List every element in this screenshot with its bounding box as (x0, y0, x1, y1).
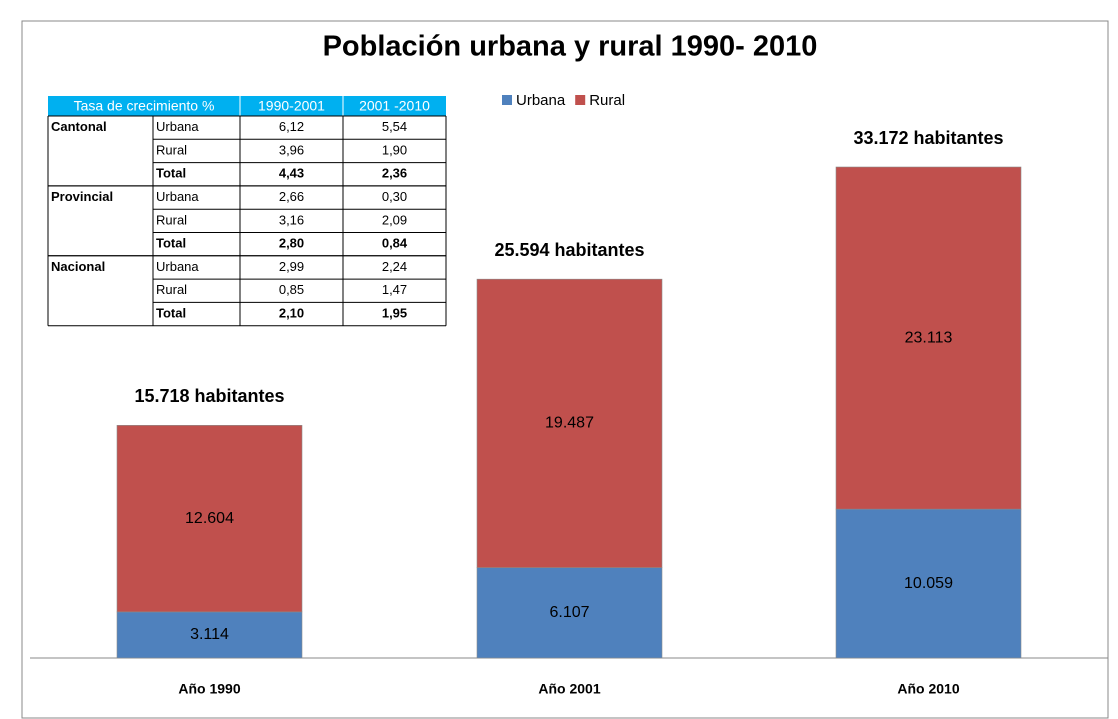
table-header: 2001 -2010 (359, 98, 430, 114)
table-cell: 5,54 (382, 119, 407, 134)
bar-segment (835, 166, 1022, 510)
bar-segment (116, 425, 303, 613)
x-tick-label: Año 2001 (538, 681, 600, 697)
table-row-label: Rural (156, 282, 187, 297)
table-header: Tasa de crecimiento % (74, 98, 215, 114)
bar-segment (116, 611, 303, 659)
table-cell: 2,24 (382, 259, 407, 274)
table-row-label: Urbana (156, 189, 199, 204)
table-cell: 2,66 (279, 189, 304, 204)
table-group: Provincial (51, 189, 113, 204)
table-cell: 3,16 (279, 212, 304, 227)
table-cell: 1,47 (382, 282, 407, 297)
x-tick-label: Año 2010 (897, 681, 959, 697)
total-annotation: 33.172 habitantes (853, 128, 1003, 148)
total-annotation: 15.718 habitantes (134, 386, 284, 406)
chart-title: Población urbana y rural 1990- 2010 (323, 31, 818, 63)
table-cell: 6,12 (279, 119, 304, 134)
table-row-label: Urbana (156, 119, 199, 134)
legend-label: Urbana (516, 92, 566, 109)
table-cell: 0,84 (382, 236, 408, 251)
table-group: Cantonal (51, 119, 107, 134)
table-cell: 2,10 (279, 305, 304, 320)
table-row-label: Total (156, 166, 186, 181)
table-cell: 3,96 (279, 142, 304, 157)
table-cell: 0,30 (382, 189, 407, 204)
value-label: 6.107 (549, 604, 589, 621)
legend-swatch (575, 95, 586, 105)
value-label: 23.113 (905, 329, 953, 346)
bar-segment (476, 278, 663, 568)
total-annotation: 25.594 habitantes (494, 240, 644, 260)
value-label: 3.114 (190, 626, 229, 643)
legend-swatch (502, 95, 512, 105)
table-row-label: Rural (156, 212, 187, 227)
value-label: 19.487 (545, 415, 594, 432)
table-header: 1990-2001 (258, 98, 325, 114)
table-group: Nacional (51, 259, 105, 274)
table-cell: 1,90 (382, 142, 407, 157)
table-cell: 2,99 (279, 259, 304, 274)
value-label: 12.604 (185, 510, 234, 527)
x-tick-label: Año 1990 (178, 681, 240, 697)
table-row-label: Total (156, 236, 186, 251)
table-row-label: Urbana (156, 259, 199, 274)
table-header-bg (48, 96, 446, 116)
table-cell: 4,43 (279, 166, 304, 181)
table-cell: 1,95 (382, 305, 407, 320)
bar-segment (835, 508, 1022, 659)
bar-segment (476, 567, 663, 659)
table-cell: 0,85 (279, 282, 304, 297)
table-row-label: Total (156, 305, 186, 320)
table-row-label: Rural (156, 142, 187, 157)
table-cell: 2,36 (382, 166, 407, 181)
table-cell: 2,09 (382, 212, 407, 227)
table-cell: 2,80 (279, 236, 304, 251)
value-label: 10.059 (904, 575, 953, 592)
legend-label: Rural (589, 92, 625, 109)
